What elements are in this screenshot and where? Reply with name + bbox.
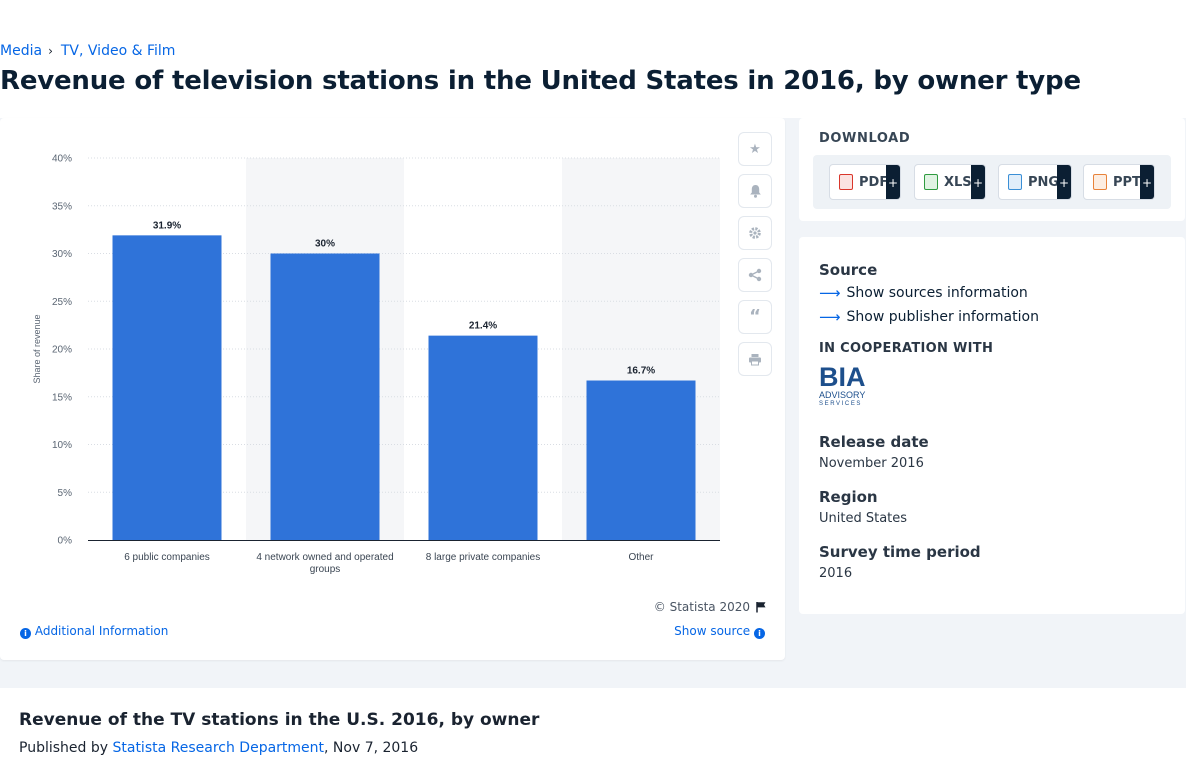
- source-heading: Source: [819, 261, 878, 279]
- copyright: © Statista 2020: [654, 600, 767, 614]
- survey-period-heading: Survey time period: [819, 543, 981, 561]
- description-title: Revenue of the TV stations in the U.S. 2…: [19, 710, 540, 730]
- star-icon: ★: [749, 141, 761, 157]
- favorite-button[interactable]: ★: [738, 132, 772, 166]
- data-label-1: 31.9%: [153, 220, 181, 231]
- data-label-4: 16.7%: [627, 366, 655, 377]
- show-source-link[interactable]: Show source i: [674, 624, 765, 639]
- share-icon: [748, 268, 762, 282]
- download-xls-button[interactable]: XLS +: [914, 164, 986, 200]
- additional-information-label: Additional Information: [34, 624, 169, 638]
- show-sources-label: Show sources information: [846, 285, 1028, 301]
- bell-icon: [749, 185, 761, 198]
- data-label-3: 21.4%: [469, 321, 497, 332]
- y-tick-label: 35%: [52, 201, 72, 212]
- download-buttons: PDF + XLS + PNG + PPT +: [813, 155, 1171, 209]
- logo-bia-text: BIA: [819, 362, 866, 392]
- y-tick-label: 20%: [52, 345, 72, 356]
- publisher-link[interactable]: Statista Research Department: [112, 740, 325, 756]
- download-card: DOWNLOAD PDF + XLS + PNG + PPT +: [799, 118, 1185, 221]
- quote-icon: “: [749, 306, 761, 327]
- y-tick-label: 5%: [58, 488, 73, 499]
- y-tick-label: 40%: [52, 154, 72, 165]
- published-by: Published by Statista Research Departmen…: [19, 740, 418, 756]
- info-icon: i: [20, 628, 31, 639]
- copyright-text: © Statista 2020: [653, 600, 750, 614]
- y-tick-label: 15%: [52, 392, 72, 403]
- print-icon: [749, 353, 761, 365]
- bar-4: [586, 380, 696, 540]
- release-date-value: November 2016: [819, 456, 924, 471]
- additional-information-link[interactable]: i Additional Information: [20, 624, 168, 639]
- chart-toolbar: ★ “: [738, 132, 772, 384]
- cooperation-heading: IN COOPERATION WITH: [819, 341, 994, 356]
- bar-2: [270, 253, 380, 540]
- download-pdf-button[interactable]: PDF +: [829, 164, 901, 200]
- xls-plus-icon: +: [971, 165, 985, 199]
- header-band: [0, 0, 1186, 118]
- y-tick-label: 30%: [52, 249, 72, 260]
- arrow-right-icon: ⟶: [819, 284, 841, 302]
- bar-chart: 0% 5% 10% 15% 20% 25% 30% 35% 40% Share of revenu…: [32, 154, 720, 575]
- y-tick-label: 0%: [58, 536, 73, 547]
- breadcrumb-separator-icon: ›: [48, 44, 53, 58]
- survey-period-value: 2016: [819, 566, 853, 581]
- download-png-button[interactable]: PNG +: [998, 164, 1072, 200]
- x-tick-label-2: 4 network owned and operated: [256, 552, 393, 563]
- x-tick-label-4: Other: [628, 552, 654, 563]
- x-tick-label-2: groups: [310, 564, 341, 575]
- breadcrumb-tv-video-film[interactable]: TV, Video & Film: [60, 43, 176, 59]
- description-section: Revenue of the TV stations in the U.S. 2…: [0, 688, 1186, 760]
- y-axis-label: Share of revenue: [32, 314, 42, 383]
- show-source-label: Show source: [674, 624, 751, 638]
- notification-button[interactable]: [738, 174, 772, 208]
- cite-button[interactable]: “: [738, 300, 772, 334]
- gear-icon: [749, 227, 761, 239]
- logo-advisory-text: ADVISORY: [819, 390, 866, 400]
- region-heading: Region: [819, 488, 878, 506]
- x-tick-label-1: 6 public companies: [124, 552, 210, 563]
- xls-file-icon: [924, 174, 938, 190]
- arrow-right-icon: ⟶: [819, 308, 841, 326]
- png-plus-icon: +: [1057, 165, 1071, 199]
- statistic-info-card: Source ⟶ Show sources information ⟶ Show…: [799, 237, 1185, 614]
- download-title: DOWNLOAD: [819, 131, 911, 146]
- download-png-label: PNG: [1028, 174, 1060, 190]
- bia-advisory-logo: BIA ADVISORY SERVICES: [819, 364, 881, 414]
- png-file-icon: [1008, 174, 1022, 190]
- published-prefix: Published by: [19, 740, 113, 756]
- y-tick-label: 10%: [52, 440, 72, 451]
- breadcrumb: Media › TV, Video & Film: [0, 43, 175, 59]
- pdf-plus-icon: +: [886, 165, 900, 199]
- print-button[interactable]: [738, 342, 772, 376]
- download-pdf-label: PDF: [859, 174, 889, 190]
- show-sources-link[interactable]: ⟶ Show sources information: [819, 284, 1028, 302]
- bar-3: [428, 335, 538, 540]
- pdf-file-icon: [839, 174, 853, 190]
- flag-icon[interactable]: [756, 601, 767, 613]
- publish-date: , Nov 7, 2016: [324, 740, 419, 756]
- ppt-plus-icon: +: [1140, 165, 1154, 199]
- download-ppt-button[interactable]: PPT +: [1083, 164, 1155, 200]
- x-tick-label-3: 8 large private companies: [426, 552, 541, 563]
- page-title: Revenue of television stations in the Un…: [0, 66, 1081, 96]
- breadcrumb-media[interactable]: Media: [0, 43, 43, 59]
- show-publisher-link[interactable]: ⟶ Show publisher information: [819, 308, 1039, 326]
- logo-services-text: SERVICES: [819, 401, 863, 407]
- info-icon: i: [754, 628, 765, 639]
- chart-card: 0% 5% 10% 15% 20% 25% 30% 35% 40% Share of revenu…: [0, 118, 785, 660]
- ppt-file-icon: [1093, 174, 1107, 190]
- data-label-2: 30%: [315, 239, 335, 250]
- download-xls-label: XLS: [944, 174, 972, 190]
- y-tick-label: 25%: [52, 297, 72, 308]
- release-date-heading: Release date: [819, 433, 929, 451]
- download-ppt-label: PPT: [1113, 174, 1141, 190]
- show-publisher-label: Show publisher information: [846, 309, 1039, 325]
- settings-button[interactable]: [738, 216, 772, 250]
- bar-1: [112, 235, 222, 540]
- share-button[interactable]: [738, 258, 772, 292]
- region-value: United States: [819, 511, 908, 526]
